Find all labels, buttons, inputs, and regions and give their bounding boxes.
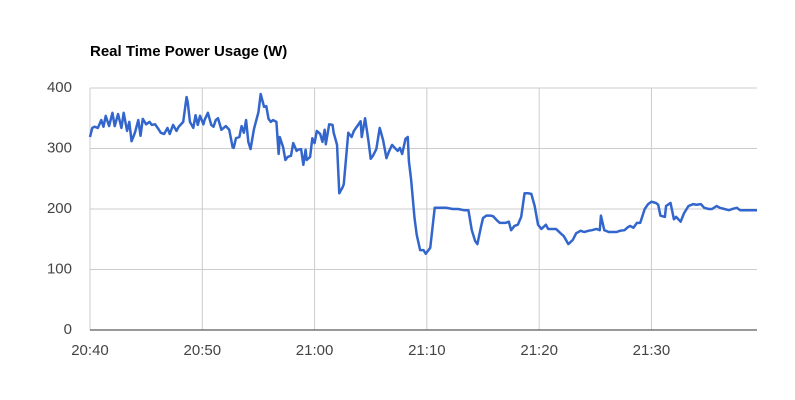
x-tick-label: 21:00: [296, 342, 334, 359]
y-tick-label: 300: [47, 139, 72, 156]
y-tick-label: 200: [47, 200, 72, 217]
chart-title: Real Time Power Usage (W): [90, 43, 287, 60]
x-tick-label: 20:50: [184, 342, 222, 359]
x-tick-label: 21:10: [408, 342, 446, 359]
y-tick-label: 400: [47, 79, 72, 96]
data-line: [88, 92, 757, 256]
y-tick-label: 100: [47, 260, 72, 277]
x-tick-label: 21:20: [520, 342, 558, 359]
x-tick-label: 20:40: [71, 342, 109, 359]
y-tick-label: 0: [64, 321, 72, 338]
x-tick-label: 21:30: [633, 342, 671, 359]
